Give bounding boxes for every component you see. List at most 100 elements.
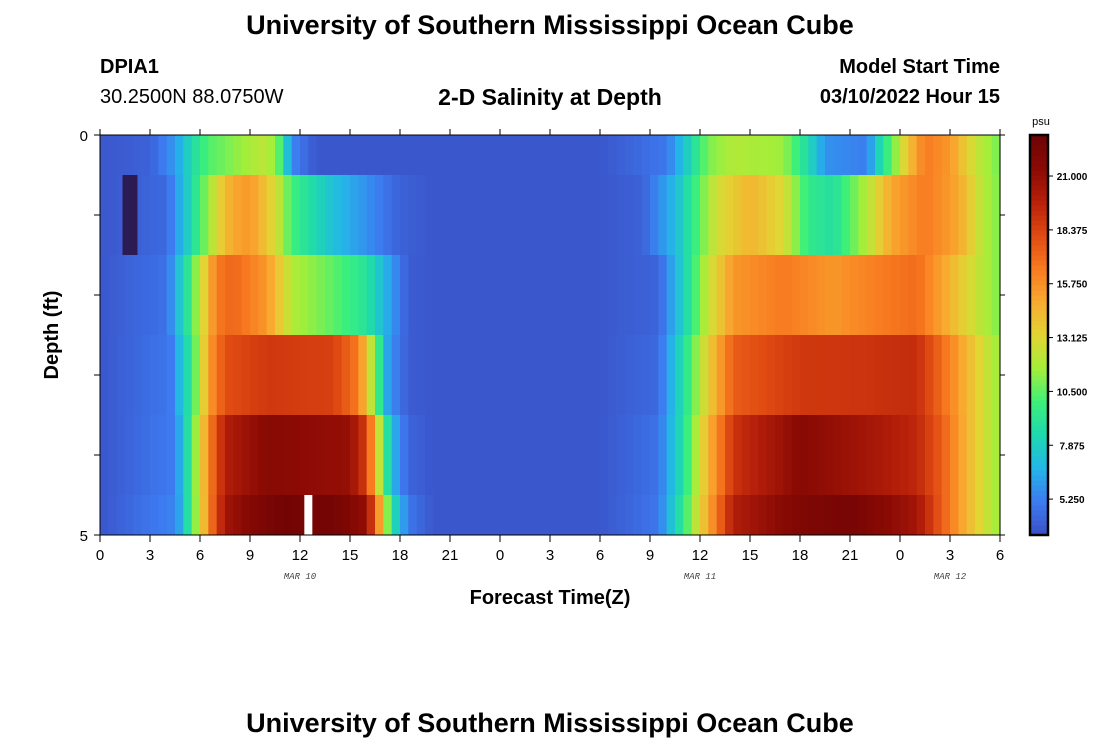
heatmap-cell	[758, 415, 768, 495]
heatmap-cell	[783, 335, 793, 415]
heatmap-cell	[908, 255, 918, 335]
heatmap-cell	[258, 175, 268, 255]
heatmap-cell	[466, 175, 476, 255]
heatmap-cell	[950, 255, 959, 335]
x-tick-label: 21	[842, 547, 859, 564]
colorbar-swatch	[1030, 460, 1048, 466]
heatmap-cell	[241, 175, 251, 255]
heatmap-cell	[908, 415, 918, 495]
colorbar-swatch	[1030, 285, 1048, 291]
colorbar-swatch	[1030, 190, 1048, 196]
heatmap-cell	[325, 255, 334, 335]
heatmap-cell	[441, 255, 451, 335]
heatmap-cell	[300, 335, 309, 415]
heatmap-cell	[541, 335, 551, 415]
colorbar-swatch	[1030, 180, 1048, 186]
heatmap-cell	[158, 495, 168, 535]
x-tick-label: 0	[896, 547, 904, 564]
heatmap-cell	[841, 175, 851, 255]
heatmap-cell	[466, 495, 476, 535]
x-tick-label: 9	[246, 547, 254, 564]
heatmap-cell	[716, 255, 726, 335]
heatmap-cell	[433, 255, 443, 335]
heatmap-cell	[833, 415, 843, 495]
heatmap-cell	[325, 415, 334, 495]
footer-title: University of Southern Mississippi Ocean…	[246, 708, 854, 738]
heatmap-cell	[550, 255, 559, 335]
heatmap-cell	[891, 135, 901, 175]
heatmap-cell	[675, 335, 684, 415]
heatmap-cell	[533, 255, 543, 335]
heatmap-cell	[816, 175, 826, 255]
heatmap-cell	[658, 135, 668, 175]
heatmap-cell	[633, 135, 643, 175]
heatmap-cell	[141, 415, 151, 495]
colorbar-tick-label: 10.500	[1057, 387, 1088, 398]
heatmap-cell	[850, 135, 859, 175]
heatmap-cell	[766, 135, 776, 175]
heatmap-cell	[433, 335, 443, 415]
heatmap-cell	[708, 135, 718, 175]
heatmap-cell	[908, 495, 918, 535]
heatmap-cell	[108, 175, 118, 255]
colorbar-swatch	[1030, 425, 1048, 431]
heatmap-cell	[708, 415, 718, 495]
heatmap-cell	[591, 255, 601, 335]
heatmap-cell	[491, 495, 501, 535]
heatmap-cell	[350, 175, 359, 255]
heatmap-cell	[625, 255, 634, 335]
heatmap-cell	[291, 255, 301, 335]
heatmap-cell	[116, 255, 126, 335]
heatmap-cell	[108, 495, 118, 535]
heatmap-cell	[741, 415, 751, 495]
heatmap-cell	[441, 415, 451, 495]
heatmap-cell	[475, 495, 484, 535]
x-tick-label: 15	[742, 547, 759, 564]
heatmap-cell	[166, 415, 176, 495]
heatmap-cell	[391, 135, 401, 175]
heatmap-cell	[400, 255, 409, 335]
colorbar-swatch	[1030, 235, 1048, 241]
heatmap-cell	[408, 175, 418, 255]
colorbar-swatch	[1030, 440, 1048, 446]
heatmap-cell	[541, 255, 551, 335]
heatmap-cell	[975, 495, 984, 535]
heatmap-cell	[700, 135, 709, 175]
heatmap-cell	[216, 415, 226, 495]
heatmap-cell	[133, 335, 143, 415]
heatmap-cell	[750, 495, 759, 535]
colorbar-swatch	[1030, 260, 1048, 266]
heatmap-cell	[800, 335, 809, 415]
heatmap-cell	[266, 335, 276, 415]
heatmap-cell	[808, 415, 818, 495]
x-tick-label: 0	[496, 547, 504, 564]
heatmap-cell	[466, 415, 476, 495]
heatmap-cell	[183, 255, 193, 335]
colorbar-swatch	[1030, 295, 1048, 301]
heatmap-cell	[433, 495, 443, 535]
heatmap-cell	[441, 175, 451, 255]
colorbar-swatch	[1030, 135, 1048, 141]
heatmap-cell	[800, 255, 809, 335]
colorbar-swatch	[1030, 455, 1048, 461]
heatmap-cell	[133, 135, 143, 175]
colorbar-swatch	[1030, 300, 1048, 306]
heatmap-cell	[866, 495, 876, 535]
heatmap-cell	[250, 335, 259, 415]
colorbar-tick-label: 7.875	[1059, 441, 1084, 452]
heatmap-cell	[116, 135, 126, 175]
colorbar-swatch	[1030, 240, 1048, 246]
heatmap-cell	[358, 135, 368, 175]
heatmap-cell	[700, 335, 709, 415]
heatmap-cell	[775, 495, 784, 535]
heatmap-cell	[625, 495, 634, 535]
heatmap-cell	[125, 415, 134, 495]
heatmap-cell	[500, 255, 509, 335]
heatmap-cell	[475, 255, 484, 335]
heatmap-cell	[583, 335, 593, 415]
heatmap-cell	[708, 175, 718, 255]
heatmap-cell	[200, 335, 209, 415]
heatmap-cell	[691, 135, 701, 175]
heatmap-cell	[441, 135, 451, 175]
heatmap-cell	[216, 135, 226, 175]
